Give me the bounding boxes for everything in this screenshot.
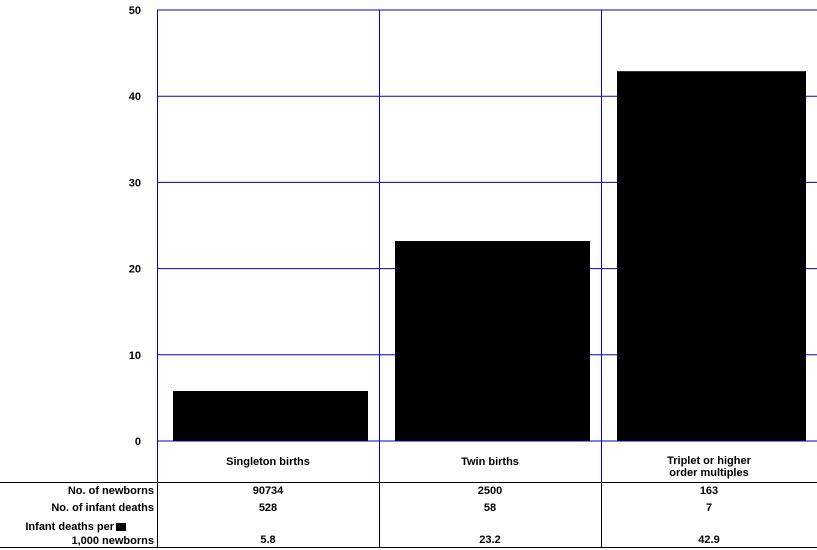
cell-newborns-singleton: 90734 (252, 485, 284, 497)
category-label-1: Twin births (461, 456, 519, 468)
row-label-newborns: No. of newborns (67, 485, 154, 497)
cell-deaths-twin: 58 (483, 502, 497, 514)
bars (173, 71, 806, 442)
category-label-2-line-0: Triplet or higher (667, 455, 751, 467)
cell-newborns-twin: 2500 (477, 485, 503, 497)
y-tick-label-10: 10 (129, 350, 141, 362)
cell-deaths-singleton: 528 (258, 502, 278, 514)
row-label-infant-deaths: No. of infant deaths (51, 502, 154, 514)
data-table-lines (0, 482, 817, 548)
y-tick-label-30: 30 (129, 177, 141, 189)
row-label-death-rate: Infant deaths per 1,000 newborns (25, 521, 154, 547)
y-tick-label-50: 50 (129, 5, 141, 17)
cell-rate-singleton: 5.8 (260, 534, 276, 546)
category-label-0: Singleton births (226, 456, 310, 468)
gridlines (157, 9, 817, 482)
bar-2 (617, 71, 806, 442)
category-label-2-line-1: order multiples (669, 467, 748, 479)
category-labels: Singleton births Twin births Triplet or hi… (226, 455, 751, 479)
cell-newborns-triplet: 163 (699, 485, 719, 497)
y-tick-label-20: 20 (129, 264, 141, 276)
cell-rate-triplet: 42.9 (698, 534, 720, 546)
y-tick-label-40: 40 (129, 91, 141, 103)
black-square-marker (116, 523, 126, 531)
cell-deaths-triplet: 7 (705, 502, 713, 514)
bar-1 (395, 241, 590, 441)
y-axis-ticks: 0 10 20 30 40 50 (129, 5, 141, 448)
cell-rate-twin: 23.2 (479, 534, 501, 546)
y-tick-label-0: 0 (135, 436, 141, 448)
bar-0 (173, 391, 368, 441)
